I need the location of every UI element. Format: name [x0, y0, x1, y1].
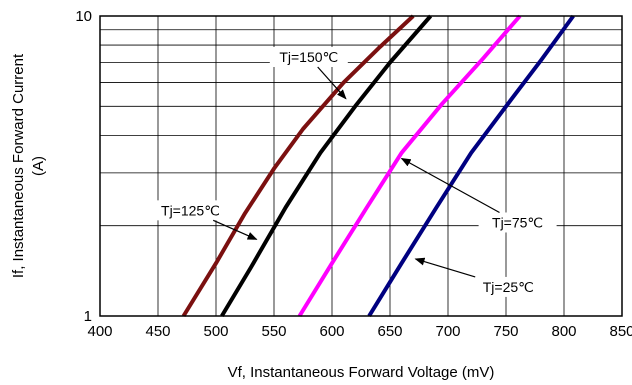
annotation-background	[469, 276, 548, 297]
x-tick-label: 400	[87, 323, 112, 340]
series-line	[181, 14, 415, 318]
annotation-label: Tj=75℃	[492, 214, 543, 230]
annotation-label: Tj=150℃	[279, 49, 338, 65]
x-tick-label: 600	[319, 323, 344, 340]
series-layer	[181, 14, 575, 318]
annotation-background	[269, 47, 348, 68]
plot-background	[100, 16, 622, 316]
annotation-label: Tj=125℃	[161, 202, 220, 218]
x-tick-label: 750	[493, 323, 518, 340]
annotation-background	[151, 200, 230, 221]
y-tick-label: 10	[75, 8, 92, 25]
plot-frame	[99, 15, 623, 317]
x-tick-label: 550	[261, 323, 286, 340]
y-tick-label: 1	[84, 308, 92, 325]
annotation-background	[478, 212, 557, 233]
x-tick-label: 800	[551, 323, 576, 340]
annotation-arrow	[414, 257, 476, 278]
series-line	[367, 14, 575, 318]
y-axis-title-line1: If, Instantaneous Forward Current	[10, 53, 27, 278]
x-tick-label: 850	[609, 323, 632, 340]
y-axis-title-line2: (A)	[30, 156, 47, 176]
x-tick-label: 700	[435, 323, 460, 340]
grid	[99, 16, 623, 316]
series-line	[297, 14, 522, 318]
x-tick-label: 500	[203, 323, 228, 340]
tick-labels: 400 450 500 550 600 650 700 750 800 850 1 10	[75, 8, 632, 340]
annotation-label: Tj=25℃	[483, 279, 534, 295]
x-tick-label: 650	[377, 323, 402, 340]
x-tick-label: 450	[145, 323, 170, 340]
annotation-arrow	[400, 157, 500, 214]
x-axis-title: Vf, Instantaneous Forward Voltage (mV)	[228, 364, 495, 381]
series-line	[220, 14, 433, 318]
annotation-arrow	[212, 219, 258, 240]
annotation-layer: Tj=150℃ Tj=125℃ Tj=75℃ Tj=25℃	[151, 47, 557, 297]
annotation-arrow	[317, 66, 347, 100]
